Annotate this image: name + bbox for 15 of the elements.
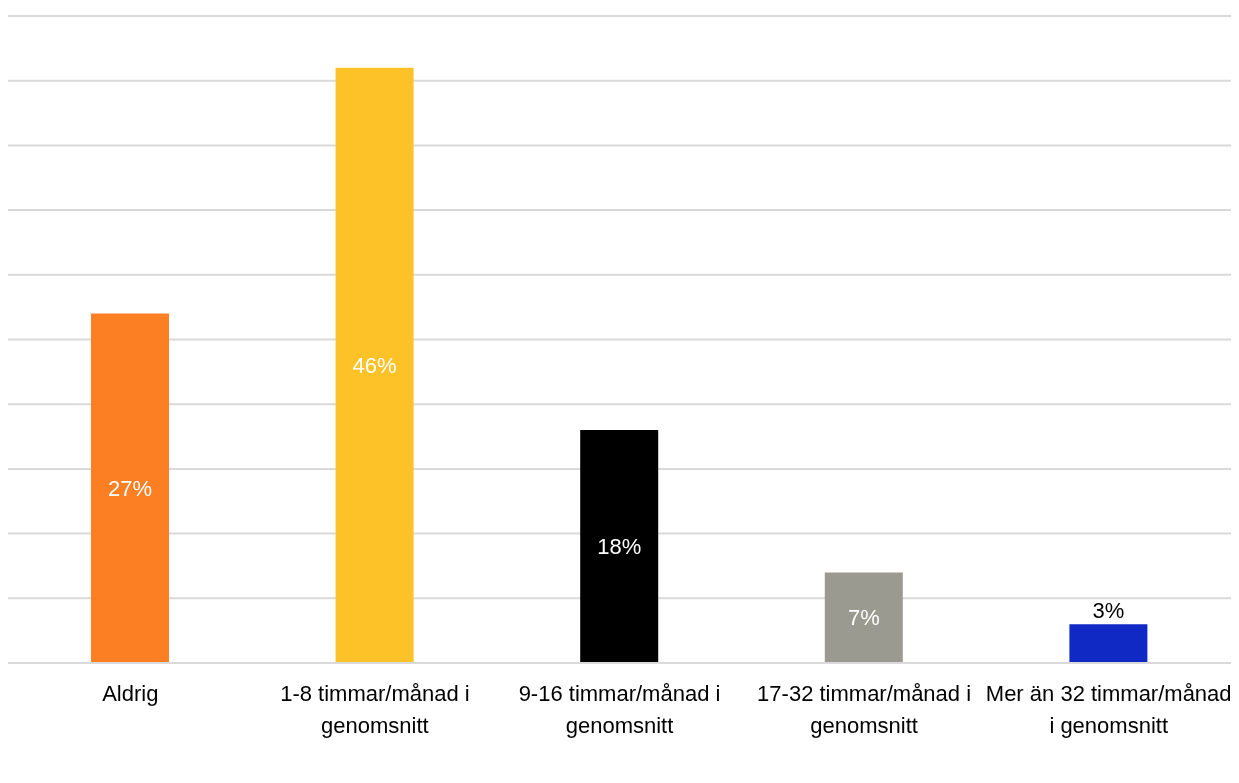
bar [824,572,903,663]
x-tick-label: 1-8 timmar/månad i genomsnitt [280,680,470,738]
data-label: 3% [1092,597,1125,623]
bar [580,430,659,663]
bar [335,67,414,663]
x-tick-label: 17-32 timmar/månad i genomsnitt [757,680,972,738]
x-tick-label: Aldrig [102,680,159,706]
x-tick-label: 9-16 timmar/månad i genomsnitt [518,680,721,738]
data-label: 27% [107,475,153,501]
bar [91,313,169,663]
data-label: 7% [847,605,880,631]
bar [1069,624,1148,663]
data-label: 18% [597,534,642,560]
data-label: 46% [352,352,397,378]
x-tick-label: Mer än 32 timmar/månad i genomsnitt [985,680,1232,738]
